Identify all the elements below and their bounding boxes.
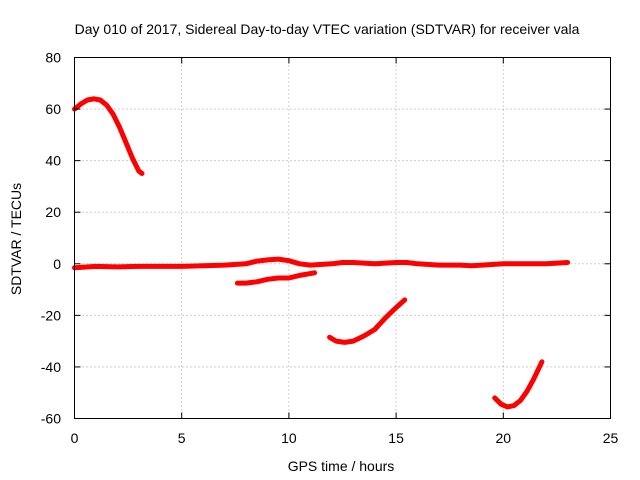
y-tick-label: 80 [45,50,61,66]
y-tick-label: -60 [41,411,61,427]
y-tick-label: -20 [41,307,61,323]
y-tick-label: 20 [45,204,61,220]
x-tick-label: 25 [603,430,619,446]
series-line-arc-3 [234,270,318,286]
grid [74,57,611,419]
chart-title: Day 010 of 2017, Sidereal Day-to-day VTE… [75,21,580,37]
series-line-arc-4 [327,297,408,345]
series-line-arc-5 [492,359,545,410]
x-tick-label: 0 [71,430,79,446]
plot-frame [74,57,611,419]
y-axis-label: SDTVAR / TECUs [8,183,24,295]
y-tick-label: -40 [41,359,61,375]
y-tick-label: 0 [53,256,61,272]
tick-labels: 0 5 10 15 20 25 -60 -40 -20 0 20 40 60 80 [41,50,619,447]
y-tick-label: 40 [45,153,61,169]
series-line-arc-1 [72,96,145,176]
axis-ticks [74,57,611,419]
y-tick-label: 60 [45,101,61,117]
data-series [72,96,571,410]
x-tick-label: 15 [388,430,404,446]
x-tick-label: 5 [178,430,186,446]
x-tick-label: 20 [496,430,512,446]
x-axis-label: GPS time / hours [288,458,395,474]
x-tick-label: 10 [281,430,297,446]
series-line-arc-2 [72,256,571,271]
